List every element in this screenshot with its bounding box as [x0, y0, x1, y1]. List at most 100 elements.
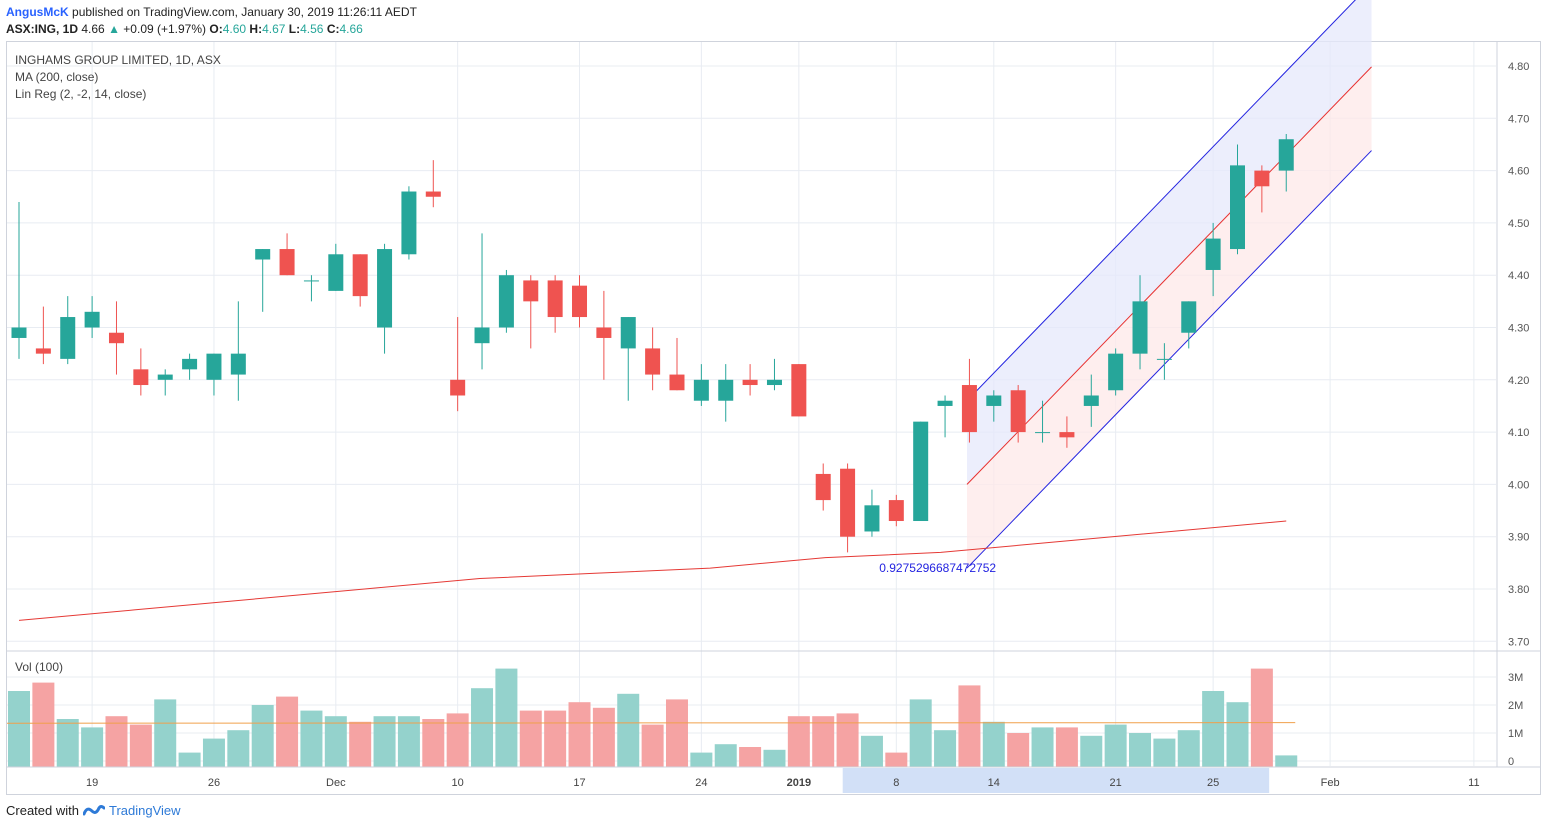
candle: [547, 275, 563, 333]
author-link[interactable]: AngusMcK: [6, 5, 69, 19]
volume-tick-label: 0: [1508, 756, 1514, 768]
volume-bar: [8, 691, 30, 767]
candle: [742, 364, 758, 396]
volume-bar: [812, 716, 835, 767]
volume-bar: [471, 688, 494, 767]
volume-bar: [397, 716, 420, 767]
volume-legend[interactable]: Vol (100): [15, 660, 64, 674]
candle: [986, 390, 1002, 422]
volume-bar: [276, 696, 299, 767]
candle: [1010, 385, 1026, 443]
candle-body: [620, 317, 636, 349]
time-tick-label: 21: [1110, 777, 1122, 789]
candle-body: [864, 505, 880, 532]
legend-linreg[interactable]: Lin Reg (2, -2, 14, close): [15, 87, 147, 101]
volume-bar: [958, 685, 981, 767]
volume-bar: [300, 710, 323, 767]
price-tick-label: 4.00: [1508, 479, 1529, 491]
volume-bar: [836, 713, 859, 767]
candle-body: [425, 191, 441, 197]
volume-bar: [227, 730, 250, 767]
time-axis[interactable]: 19 26 Dec 10 17 24 2019 8 14 21 25 Feb 11: [86, 777, 1480, 789]
volume-bar: [763, 749, 786, 767]
legend-ma[interactable]: MA (200, close): [15, 70, 99, 84]
candle-body: [718, 379, 734, 401]
candle-body: [1254, 170, 1270, 187]
candle-body: [1108, 353, 1124, 391]
candle-body: [279, 249, 295, 276]
volume-bar: [885, 752, 908, 767]
volume-tick-label: 2M: [1508, 700, 1523, 712]
volume-bar: [787, 716, 810, 767]
volume-bar: [1250, 668, 1273, 767]
volume-bar: [714, 744, 737, 767]
volume-bar: [1080, 735, 1103, 767]
footer-brand[interactable]: TradingView: [108, 803, 181, 818]
candle-body: [645, 348, 661, 375]
volume-bar: [56, 719, 79, 767]
chart-header: AngusMcK published on TradingView.com, J…: [6, 4, 417, 38]
candle: [35, 306, 51, 365]
time-tick-label: 25: [1207, 777, 1219, 789]
candle: [182, 353, 198, 380]
candle-body: [108, 332, 124, 344]
price-tick-label: 3.90: [1508, 532, 1529, 544]
candle-body: [206, 353, 222, 380]
price-tick-label: 4.50: [1508, 218, 1529, 230]
candle: [255, 249, 271, 312]
time-tick-label: 24: [695, 777, 707, 789]
candle-body: [474, 327, 490, 344]
candle: [718, 364, 734, 422]
candle: [888, 494, 904, 527]
volume-bar: [982, 721, 1005, 767]
candle: [450, 317, 466, 412]
price-axis[interactable]: 4.80 4.70 4.60 4.50 4.40 4.30 4.20 4.10 4.00 3.90…: [1508, 61, 1529, 648]
candle-body: [11, 327, 27, 338]
price-tick-label: 4.40: [1508, 270, 1529, 282]
candle: [1181, 301, 1197, 349]
candle-body: [35, 348, 51, 354]
candle-body: [523, 280, 539, 302]
volume-bar: [1226, 702, 1249, 767]
candle-body: [1181, 301, 1197, 333]
candles-layer: [11, 133, 1294, 553]
candle: [1156, 343, 1172, 380]
candle: [60, 296, 76, 365]
candle: [620, 317, 636, 401]
low-label: L:: [288, 22, 301, 36]
volume-bar: [1031, 727, 1054, 767]
volume-bar: [739, 747, 762, 767]
volume-axis[interactable]: 3M 2M 1M 0: [1508, 672, 1523, 768]
volume-bar: [373, 716, 396, 767]
candle: [474, 233, 490, 370]
publish-info: published on TradingView.com, January 30…: [72, 5, 417, 19]
candle-body: [377, 249, 393, 328]
high-value: 4.67: [262, 22, 286, 36]
candle-body: [1059, 432, 1075, 438]
volume-bar: [1007, 733, 1030, 767]
candle: [840, 463, 856, 553]
candle-body: [352, 254, 368, 297]
candle: [401, 186, 417, 260]
volume-bar: [617, 693, 640, 767]
volume-bar: [1177, 730, 1200, 767]
candle: [328, 243, 344, 291]
candle-body: [1035, 432, 1051, 434]
candle-body: [60, 317, 76, 359]
volume-bar: [324, 716, 347, 767]
ma200-line: [18, 520, 1287, 621]
volume-bar: [154, 699, 177, 767]
price-tick-label: 4.80: [1508, 61, 1529, 73]
price-tick-label: 4.70: [1508, 113, 1529, 125]
candle: [157, 369, 173, 396]
volume-bar: [446, 713, 469, 767]
time-tick-label: 14: [988, 777, 1000, 789]
candle: [352, 254, 368, 307]
time-tick-label: 26: [208, 777, 220, 789]
tradingview-logo-icon: [82, 804, 105, 815]
volume-ma-line: [6, 722, 1296, 724]
volume-bar: [1055, 727, 1078, 767]
candle: [303, 275, 319, 302]
footer-text: Created with: [6, 803, 79, 818]
